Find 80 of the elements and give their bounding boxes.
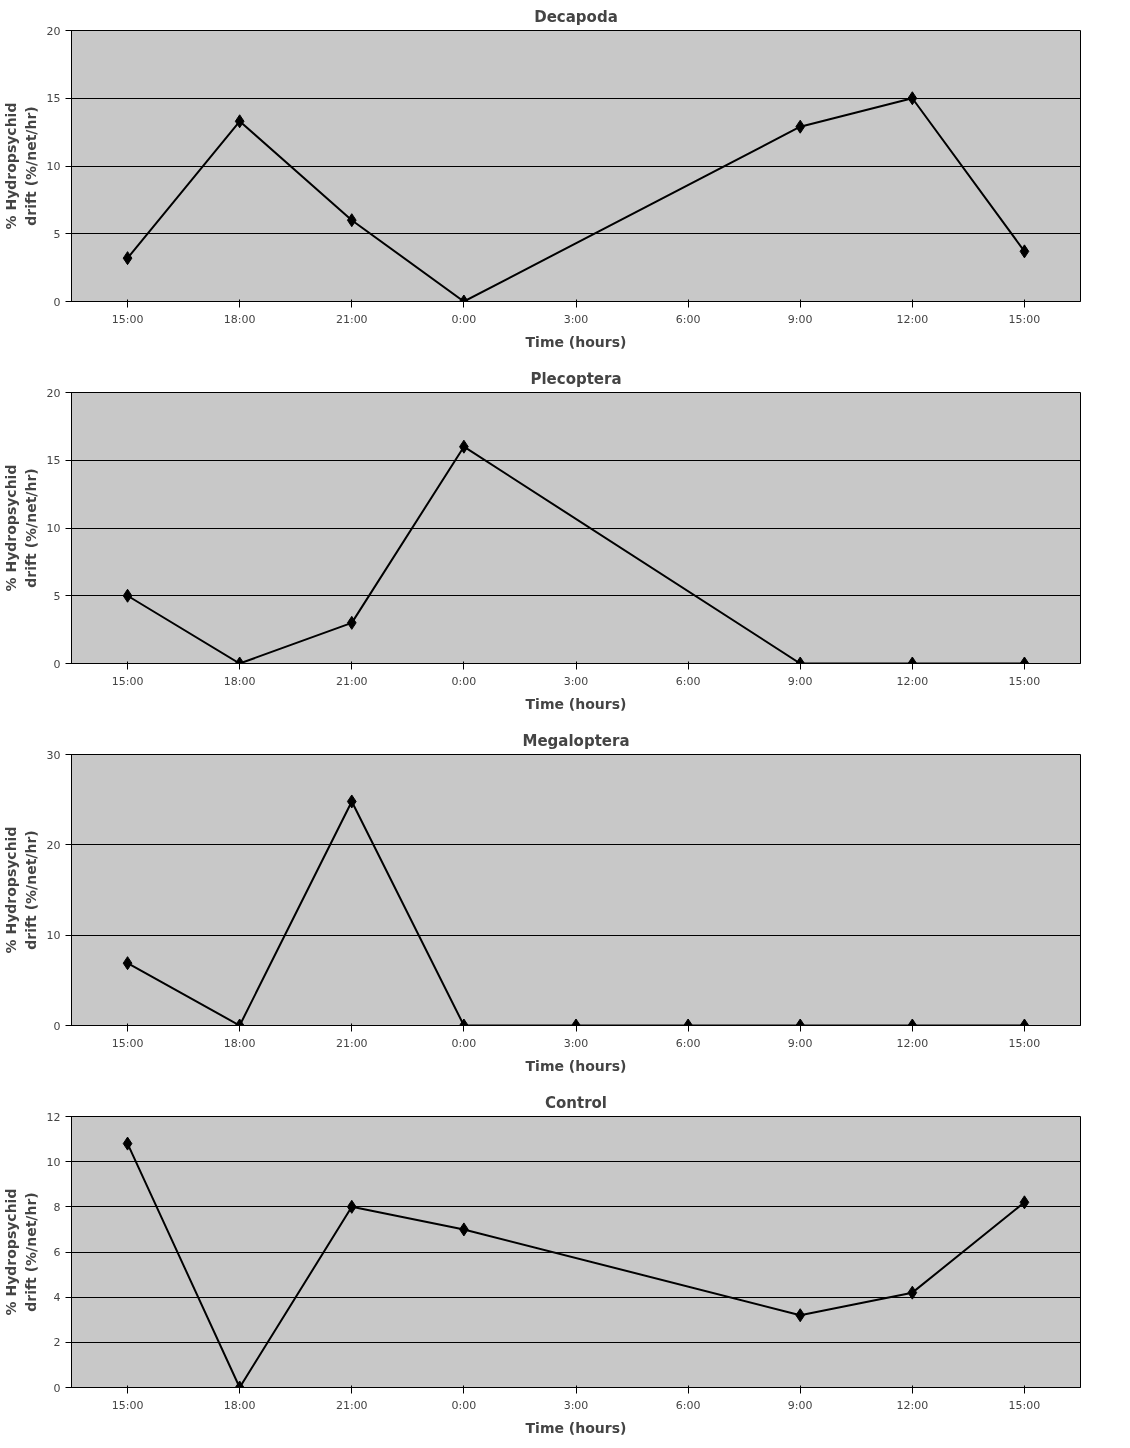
x-tick-label: 21:00: [335, 674, 368, 688]
point: [122, 1136, 133, 1151]
x-tick-label: 9:00: [787, 312, 813, 326]
x-tick-label: 15:00: [1008, 674, 1041, 688]
y-tick-label: 0: [53, 1381, 61, 1395]
y-tick-label: 5: [53, 589, 61, 603]
x-axis-title: Time (hours): [525, 333, 627, 350]
x-tick-label: 0:00: [451, 674, 477, 688]
chart-title: Megaloptera: [522, 731, 630, 750]
y-tick-label: 4: [53, 1291, 61, 1305]
x-tick-label: 18:00: [223, 1036, 256, 1050]
x-tick-label: 0:00: [451, 1398, 477, 1412]
point: [907, 91, 918, 106]
y-tick-label: 12: [46, 1110, 61, 1124]
x-tick-label: 15:00: [1008, 1036, 1041, 1050]
y-tick-label: 15: [46, 454, 61, 468]
x-axis-title: Time (hours): [525, 1419, 627, 1436]
y-tick-label: 10: [46, 929, 61, 943]
point: [795, 1308, 806, 1323]
x-tick-label: 9:00: [787, 674, 813, 688]
x-tick-label: 15:00: [1008, 1398, 1041, 1412]
y-tick-label: 30: [46, 748, 61, 762]
x-tick-label: 15:00: [1008, 312, 1041, 326]
x-tick-label: 6:00: [675, 674, 701, 688]
y-tick-label: 0: [53, 1019, 61, 1033]
y-tick-label: 20: [46, 386, 61, 400]
x-tick-label: 12:00: [896, 1036, 929, 1050]
x-tick-label: 18:00: [223, 674, 256, 688]
y-tick-label: 2: [53, 1336, 61, 1350]
point: [795, 119, 806, 134]
x-tick-label: 15:00: [111, 1398, 144, 1412]
x-tick-label: 21:00: [335, 312, 368, 326]
chart-title: Plecoptera: [530, 369, 622, 388]
y-axis-title: % Hydropsychid drift (%/net/hr): [3, 826, 39, 954]
y-tick-label: 20: [46, 838, 61, 852]
x-axis-title: Time (hours): [525, 1057, 627, 1074]
x-tick-label: 15:00: [111, 674, 144, 688]
y-tick-label: 15: [46, 92, 61, 106]
chart-title: Decapoda: [534, 7, 618, 26]
point: [234, 114, 245, 129]
x-tick-label: 6:00: [675, 1036, 701, 1050]
y-axis-title: % Hydropsychid drift (%/net/hr): [3, 1188, 39, 1316]
x-tick-label: 9:00: [787, 1036, 813, 1050]
x-axis-title: Time (hours): [525, 695, 627, 712]
x-tick-label: 12:00: [896, 674, 929, 688]
x-tick-label: 0:00: [451, 1036, 477, 1050]
y-tick-label: 10: [46, 522, 61, 535]
x-tick-label: 15:00: [111, 312, 144, 326]
x-tick-label: 0:00: [451, 312, 477, 326]
x-tick-label: 18:00: [223, 312, 256, 326]
x-tick-label: 18:00: [223, 1398, 256, 1412]
x-tick-label: 3:00: [563, 674, 589, 688]
y-tick-label: 0: [53, 295, 61, 309]
x-tick-label: 6:00: [675, 312, 701, 326]
y-tick-label: 10: [46, 160, 61, 173]
x-tick-label: 21:00: [335, 1036, 368, 1050]
y-tick-label: 20: [46, 24, 61, 38]
point: [1019, 244, 1030, 259]
y-tick-label: 6: [53, 1246, 61, 1259]
point: [122, 251, 133, 266]
x-tick-label: 15:00: [111, 1036, 144, 1050]
x-tick-label: 12:00: [896, 312, 929, 326]
y-tick-label: 8: [53, 1200, 61, 1214]
y-axis-title: % Hydropsychid drift (%/net/hr): [3, 464, 39, 592]
x-tick-label: 3:00: [563, 1036, 589, 1050]
y-tick-label: 0: [53, 657, 61, 671]
x-tick-label: 12:00: [896, 1398, 929, 1412]
point: [907, 1285, 918, 1300]
point: [346, 1199, 357, 1214]
y-tick-label: 10: [46, 1155, 61, 1169]
chart-title: Control: [545, 1093, 608, 1112]
point: [1019, 1195, 1030, 1210]
x-tick-label: 9:00: [787, 1398, 813, 1412]
x-tick-label: 3:00: [563, 1398, 589, 1412]
point: [346, 213, 357, 228]
x-tick-label: 6:00: [675, 1398, 701, 1412]
y-axis-title: % Hydropsychid drift (%/net/hr): [3, 102, 39, 230]
x-tick-label: 21:00: [335, 1398, 368, 1412]
y-tick-label: 5: [53, 227, 61, 241]
x-tick-label: 3:00: [563, 312, 589, 326]
